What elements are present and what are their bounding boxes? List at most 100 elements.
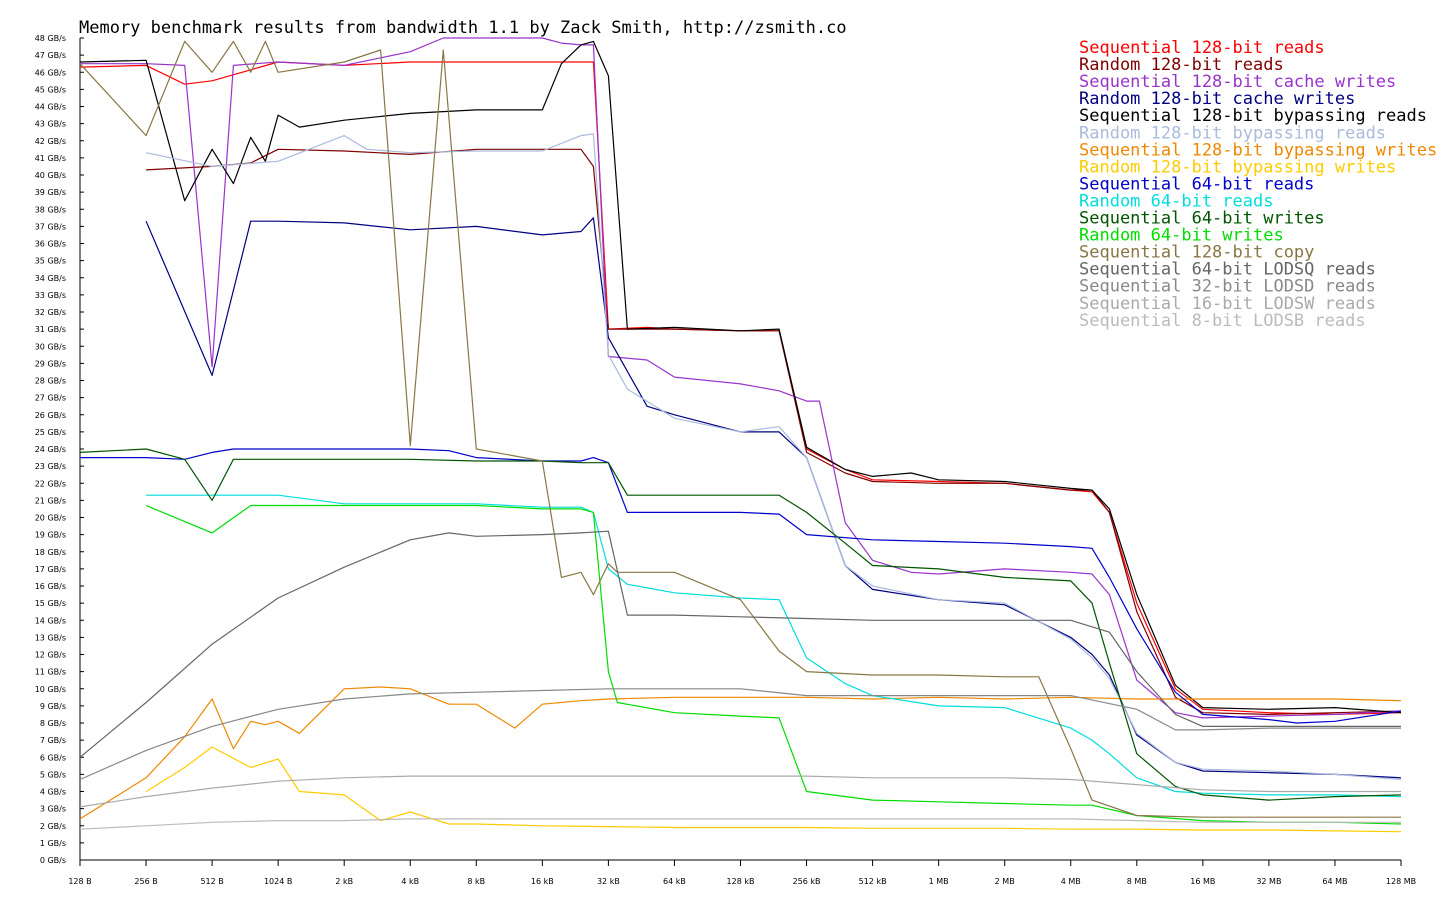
x-tick-label: 256 kB	[793, 877, 821, 886]
y-tick-label: 44 GB/s	[35, 103, 66, 112]
y-tick-label: 33 GB/s	[35, 291, 66, 300]
y-tick-label: 26 GB/s	[35, 411, 66, 420]
y-tick-label: 27 GB/s	[35, 394, 66, 403]
y-tick-label: 11 GB/s	[35, 668, 66, 677]
legend-entry: Random 64-bit writes	[1079, 226, 1284, 246]
y-tick-label: 25 GB/s	[35, 428, 66, 437]
x-tick-label: 32 kB	[597, 877, 620, 886]
series-lines	[79, 37, 1402, 833]
series-line	[79, 775, 1401, 808]
y-tick-label: 42 GB/s	[35, 137, 66, 146]
x-tick-label: 64 kB	[663, 877, 686, 886]
series-line	[79, 448, 1402, 801]
series-line	[80, 37, 1402, 719]
y-tick-label: 48 GB/s	[35, 34, 66, 43]
y-tick-label: 19 GB/s	[35, 531, 66, 540]
y-tick-label: 40 GB/s	[35, 171, 66, 180]
y-tick-label: 47 GB/s	[35, 51, 66, 60]
legend-entry: Sequential 64-bit LODSQ reads	[1079, 260, 1376, 280]
y-tick-label: 3 GB/s	[40, 805, 66, 814]
y-tick-label: 1 GB/s	[40, 839, 66, 848]
legend-entry: Sequential 8-bit LODSB reads	[1079, 311, 1366, 331]
legend-entry: Random 64-bit reads	[1079, 191, 1273, 211]
x-tick-label: 1024 B	[264, 877, 292, 886]
series-line	[79, 530, 1401, 758]
legend-entry: Random 128-bit cache writes	[1079, 89, 1355, 109]
legend-entry: Sequential 32-bit LODSD reads	[1079, 277, 1376, 297]
legend-entry: Random 128-bit reads	[1079, 55, 1284, 75]
y-tick-label: 43 GB/s	[35, 120, 66, 129]
series-line	[145, 217, 1402, 779]
y-tick-label: 31 GB/s	[35, 325, 66, 334]
y-tick-label: 8 GB/s	[40, 719, 66, 728]
x-tick-label: 256 B	[134, 877, 157, 886]
series-line	[145, 746, 1402, 833]
y-tick-label: 32 GB/s	[35, 308, 66, 317]
y-tick-label: 5 GB/s	[40, 770, 66, 779]
y-tick-label: 37 GB/s	[35, 222, 66, 231]
y-tick-label: 13 GB/s	[35, 633, 66, 642]
series-line	[79, 40, 1402, 714]
series-line	[145, 504, 1402, 825]
y-tick-label: 17 GB/s	[35, 565, 66, 574]
series-line	[79, 686, 1402, 820]
y-tick-label: 28 GB/s	[35, 377, 66, 386]
y-tick-label: 12 GB/s	[35, 651, 66, 660]
y-tick-label: 22 GB/s	[35, 479, 66, 488]
y-tick-label: 23 GB/s	[35, 462, 66, 471]
series-line	[79, 40, 1401, 818]
series-line	[146, 494, 1402, 798]
y-tick-label: 36 GB/s	[35, 240, 66, 249]
legend-entry: Sequential 16-bit LODSW reads	[1079, 294, 1376, 314]
x-tick-label: 16 MB	[1190, 877, 1215, 886]
legend-entry: Sequential 128-bit copy	[1079, 243, 1314, 263]
x-tick-label: 128 kB	[727, 877, 755, 886]
x-tick-label: 8 MB	[1127, 877, 1147, 886]
x-tick-label: 4 MB	[1061, 877, 1081, 886]
y-tick-label: 29 GB/s	[35, 359, 66, 368]
y-tick-label: 38 GB/s	[35, 205, 66, 214]
y-tick-label: 0 GB/s	[40, 856, 66, 865]
legend-entry: Sequential 64-bit writes	[1079, 209, 1325, 229]
y-tick-label: 34 GB/s	[35, 274, 66, 283]
legend-entry: Sequential 64-bit reads	[1079, 174, 1314, 194]
legend-entry: Random 128-bit bypassing reads	[1079, 123, 1386, 143]
x-tick-label: 2 MB	[995, 877, 1015, 886]
y-tick-label: 45 GB/s	[35, 85, 66, 94]
x-tick-label: 16 kB	[531, 877, 554, 886]
x-tick-label: 32 MB	[1256, 877, 1281, 886]
y-tick-label: 35 GB/s	[35, 257, 66, 266]
y-tick-label: 16 GB/s	[35, 582, 66, 591]
y-tick-label: 46 GB/s	[35, 68, 66, 77]
y-tick-label: 21 GB/s	[35, 496, 66, 505]
y-tick-label: 9 GB/s	[40, 702, 66, 711]
series-line	[80, 448, 1402, 724]
x-tick-label: 1 MB	[929, 877, 949, 886]
y-tick-label: 2 GB/s	[40, 822, 66, 831]
chart-title: Memory benchmark results from bandwidth …	[79, 18, 847, 38]
y-tick-label: 20 GB/s	[35, 514, 66, 523]
legend-entry: Sequential 128-bit bypassing writes	[1079, 140, 1437, 160]
series-line	[145, 133, 1402, 781]
x-tick-label: 64 MB	[1322, 877, 1347, 886]
y-tick-label: 15 GB/s	[35, 599, 66, 608]
y-tick-label: 7 GB/s	[40, 736, 66, 745]
x-tick-label: 128 MB	[1386, 877, 1416, 886]
x-tick-label: 512 B	[200, 877, 223, 886]
series-line	[79, 818, 1401, 830]
y-grid	[80, 37, 84, 861]
y-tick-labels: 0 GB/s 1 GB/s 2 GB/s 3 GB/s 4 GB/s 5 GB/s 6 GB…	[35, 34, 66, 865]
y-tick-label: 41 GB/s	[35, 154, 66, 163]
x-tick-label: 128 B	[68, 877, 91, 886]
y-tick-label: 6 GB/s	[40, 753, 66, 762]
y-tick-label: 10 GB/s	[35, 685, 66, 694]
legend-entry: Sequential 128-bit cache writes	[1079, 72, 1396, 92]
x-tick-label: 512 kB	[859, 877, 887, 886]
x-tick-label: 2 kB	[335, 877, 353, 886]
x-tick-label: 4 kB	[401, 877, 419, 886]
x-tick-label: 8 kB	[467, 877, 485, 886]
y-tick-label: 30 GB/s	[35, 342, 66, 351]
legend-entry: Sequential 128-bit bypassing reads	[1079, 106, 1427, 126]
